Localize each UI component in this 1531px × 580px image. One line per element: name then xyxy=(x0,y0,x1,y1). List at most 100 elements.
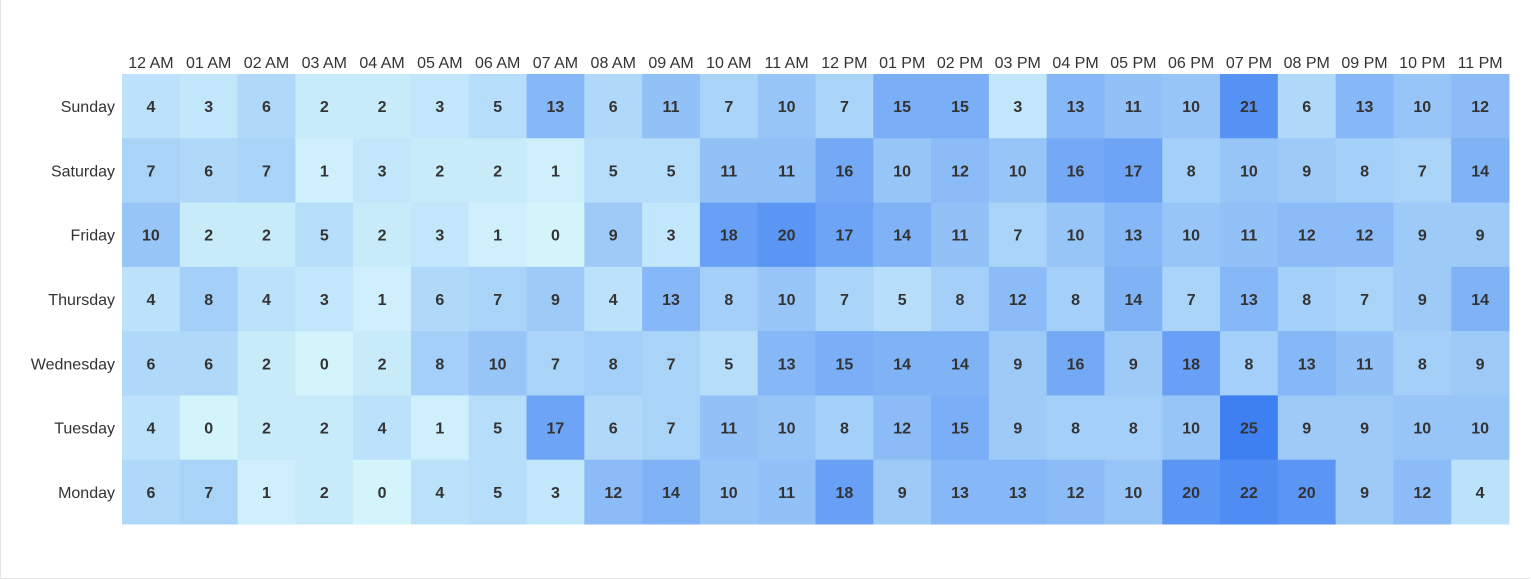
heatmap-cell-wednesday-23[interactable] xyxy=(1451,331,1510,396)
heatmap-cell-friday-17[interactable] xyxy=(1104,202,1163,268)
heatmap-cell-saturday-21[interactable] xyxy=(1335,138,1394,204)
heatmap-cell-saturday-11[interactable] xyxy=(757,138,816,204)
heatmap-cell-sunday-14[interactable] xyxy=(931,74,990,139)
heatmap-cell-saturday-7[interactable] xyxy=(526,138,585,204)
heatmap-cell-friday-10[interactable] xyxy=(699,202,759,268)
heatmap-cell-sunday-15[interactable] xyxy=(988,74,1048,139)
heatmap-cell-sunday-0[interactable] xyxy=(122,74,181,139)
heatmap-cell-tuesday-2[interactable] xyxy=(237,395,296,461)
heatmap-cell-wednesday-6[interactable] xyxy=(468,331,528,396)
heatmap-cell-thursday-20[interactable] xyxy=(1277,266,1337,332)
heatmap-cell-wednesday-1[interactable] xyxy=(179,331,239,396)
heatmap-cell-saturday-2[interactable] xyxy=(237,138,296,204)
heatmap-cell-monday-20[interactable] xyxy=(1277,459,1337,525)
heatmap-cell-saturday-6[interactable] xyxy=(468,138,528,204)
heatmap-cell-wednesday-22[interactable] xyxy=(1393,331,1452,396)
heatmap-cell-friday-14[interactable] xyxy=(931,202,990,268)
heatmap-cell-saturday-19[interactable] xyxy=(1220,138,1279,204)
heatmap-cell-friday-22[interactable] xyxy=(1393,202,1452,268)
heatmap-cell-sunday-8[interactable] xyxy=(584,74,643,139)
heatmap-cell-wednesday-4[interactable] xyxy=(353,331,412,396)
heatmap-cell-tuesday-5[interactable] xyxy=(410,395,470,461)
heatmap-cell-sunday-5[interactable] xyxy=(410,74,470,139)
heatmap-cell-tuesday-10[interactable] xyxy=(699,395,759,461)
heatmap-cell-sunday-9[interactable] xyxy=(642,74,701,139)
heatmap-cell-sunday-13[interactable] xyxy=(873,74,932,139)
heatmap-cell-tuesday-17[interactable] xyxy=(1104,395,1163,461)
heatmap-cell-wednesday-16[interactable] xyxy=(1046,331,1105,396)
heatmap-cell-tuesday-9[interactable] xyxy=(642,395,701,461)
heatmap-cell-thursday-8[interactable] xyxy=(584,266,643,332)
heatmap-cell-thursday-14[interactable] xyxy=(931,266,990,332)
heatmap-cell-friday-23[interactable] xyxy=(1451,202,1510,268)
heatmap-cell-monday-6[interactable] xyxy=(468,459,528,525)
heatmap-cell-thursday-13[interactable] xyxy=(873,266,932,332)
heatmap-cell-saturday-22[interactable] xyxy=(1393,138,1452,204)
heatmap-cell-friday-13[interactable] xyxy=(873,202,932,268)
heatmap-cell-wednesday-3[interactable] xyxy=(295,331,354,396)
heatmap-cell-thursday-19[interactable] xyxy=(1220,266,1279,332)
heatmap-cell-saturday-15[interactable] xyxy=(988,138,1048,204)
heatmap-cell-wednesday-8[interactable] xyxy=(584,331,643,396)
heatmap-cell-thursday-0[interactable] xyxy=(122,266,181,332)
heatmap-cell-tuesday-21[interactable] xyxy=(1335,395,1394,461)
heatmap-cell-sunday-3[interactable] xyxy=(295,74,354,139)
heatmap-cell-monday-22[interactable] xyxy=(1393,459,1452,525)
heatmap-cell-friday-21[interactable] xyxy=(1335,202,1394,268)
heatmap-cell-thursday-3[interactable] xyxy=(295,266,354,332)
heatmap-cell-monday-16[interactable] xyxy=(1046,459,1105,525)
heatmap-cell-wednesday-12[interactable] xyxy=(815,331,874,396)
heatmap-cell-monday-4[interactable] xyxy=(353,459,412,525)
heatmap-cell-thursday-21[interactable] xyxy=(1335,266,1394,332)
heatmap-cell-tuesday-8[interactable] xyxy=(584,395,643,461)
heatmap-cell-saturday-9[interactable] xyxy=(642,138,701,204)
heatmap-cell-wednesday-9[interactable] xyxy=(642,331,701,396)
heatmap-cell-saturday-10[interactable] xyxy=(699,138,759,204)
heatmap-cell-wednesday-11[interactable] xyxy=(757,331,816,396)
heatmap-cell-saturday-23[interactable] xyxy=(1451,138,1510,204)
heatmap-cell-monday-14[interactable] xyxy=(931,459,990,525)
heatmap-cell-sunday-12[interactable] xyxy=(815,74,874,139)
heatmap-cell-monday-5[interactable] xyxy=(410,459,470,525)
heatmap-cell-sunday-21[interactable] xyxy=(1335,74,1394,139)
heatmap-cell-friday-0[interactable] xyxy=(122,202,181,268)
heatmap-cell-tuesday-6[interactable] xyxy=(468,395,528,461)
heatmap-cell-monday-7[interactable] xyxy=(526,459,585,525)
heatmap-cell-wednesday-2[interactable] xyxy=(237,331,296,396)
heatmap-cell-wednesday-15[interactable] xyxy=(988,331,1048,396)
heatmap-cell-wednesday-19[interactable] xyxy=(1220,331,1279,396)
heatmap-cell-friday-12[interactable] xyxy=(815,202,874,268)
heatmap-cell-tuesday-7[interactable] xyxy=(526,395,585,461)
heatmap-cell-monday-23[interactable] xyxy=(1451,459,1510,525)
heatmap-cell-tuesday-16[interactable] xyxy=(1046,395,1105,461)
heatmap-cell-thursday-17[interactable] xyxy=(1104,266,1163,332)
heatmap-cell-thursday-18[interactable] xyxy=(1162,266,1221,332)
heatmap-cell-thursday-5[interactable] xyxy=(410,266,470,332)
heatmap-cell-sunday-1[interactable] xyxy=(179,74,239,139)
heatmap-cell-wednesday-5[interactable] xyxy=(410,331,470,396)
heatmap-cell-monday-9[interactable] xyxy=(642,459,701,525)
heatmap-cell-friday-6[interactable] xyxy=(468,202,528,268)
heatmap-cell-friday-1[interactable] xyxy=(179,202,239,268)
heatmap-cell-monday-0[interactable] xyxy=(122,459,181,525)
heatmap-cell-thursday-4[interactable] xyxy=(353,266,412,332)
heatmap-cell-wednesday-14[interactable] xyxy=(931,331,990,396)
heatmap-cell-wednesday-21[interactable] xyxy=(1335,331,1394,396)
heatmap-cell-tuesday-23[interactable] xyxy=(1451,395,1510,461)
heatmap-cell-sunday-20[interactable] xyxy=(1277,74,1337,139)
heatmap-cell-thursday-15[interactable] xyxy=(988,266,1048,332)
heatmap-cell-tuesday-19[interactable] xyxy=(1220,395,1279,461)
heatmap-cell-friday-18[interactable] xyxy=(1162,202,1221,268)
heatmap-cell-tuesday-14[interactable] xyxy=(931,395,990,461)
heatmap-cell-thursday-23[interactable] xyxy=(1451,266,1510,332)
heatmap-cell-saturday-8[interactable] xyxy=(584,138,643,204)
heatmap-cell-thursday-2[interactable] xyxy=(237,266,296,332)
heatmap-cell-tuesday-3[interactable] xyxy=(295,395,354,461)
heatmap-cell-thursday-6[interactable] xyxy=(468,266,528,332)
heatmap-cell-tuesday-0[interactable] xyxy=(122,395,181,461)
heatmap-cell-tuesday-13[interactable] xyxy=(873,395,932,461)
heatmap-cell-sunday-23[interactable] xyxy=(1451,74,1510,139)
heatmap-cell-friday-16[interactable] xyxy=(1046,202,1105,268)
heatmap-cell-tuesday-20[interactable] xyxy=(1277,395,1337,461)
heatmap-cell-saturday-17[interactable] xyxy=(1104,138,1163,204)
